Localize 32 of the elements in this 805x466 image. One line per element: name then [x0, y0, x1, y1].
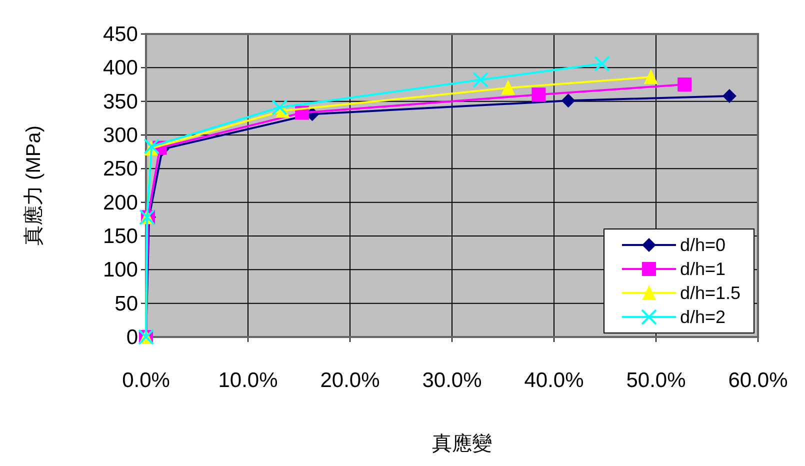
y-axis-title: 真應力 (MPa) — [23, 126, 45, 246]
x-tick-label: 20.0% — [320, 369, 380, 392]
point — [561, 94, 576, 108]
y-tick-label: 250 — [102, 158, 138, 181]
x-tick-label: 10.0% — [218, 369, 278, 392]
legend-label: d/h=1.5 — [680, 283, 741, 303]
y-tick-label: 450 — [102, 23, 138, 46]
legend-label: d/h=2 — [680, 307, 726, 327]
y-tick-label: 50 — [114, 292, 138, 316]
x-tick-label: 50.0% — [626, 369, 686, 392]
point — [644, 69, 658, 84]
y-tick-label: 0 — [126, 326, 138, 349]
y-tick-label: 400 — [102, 56, 138, 80]
point — [501, 80, 516, 95]
x-tick-label: 40.0% — [524, 369, 584, 392]
legend-label: d/h=1 — [680, 259, 726, 279]
point — [594, 56, 610, 72]
y-tick-label: 300 — [102, 124, 138, 147]
y-tick-label: 200 — [102, 191, 138, 214]
legend-label: d/h=0 — [680, 235, 726, 255]
y-tick-label: 150 — [102, 225, 138, 248]
point — [532, 88, 546, 102]
x-axis-title: 真應變 — [432, 433, 492, 455]
y-tick-label: 100 — [102, 258, 138, 282]
point — [678, 78, 692, 92]
x-tick-label: 30.0% — [422, 369, 482, 392]
x-tick-label: 60.0% — [728, 369, 788, 392]
x-tick-label: 0.0% — [122, 369, 170, 392]
y-tick-label: 350 — [102, 90, 138, 114]
point — [472, 72, 489, 88]
point — [722, 88, 736, 103]
point — [272, 99, 288, 116]
